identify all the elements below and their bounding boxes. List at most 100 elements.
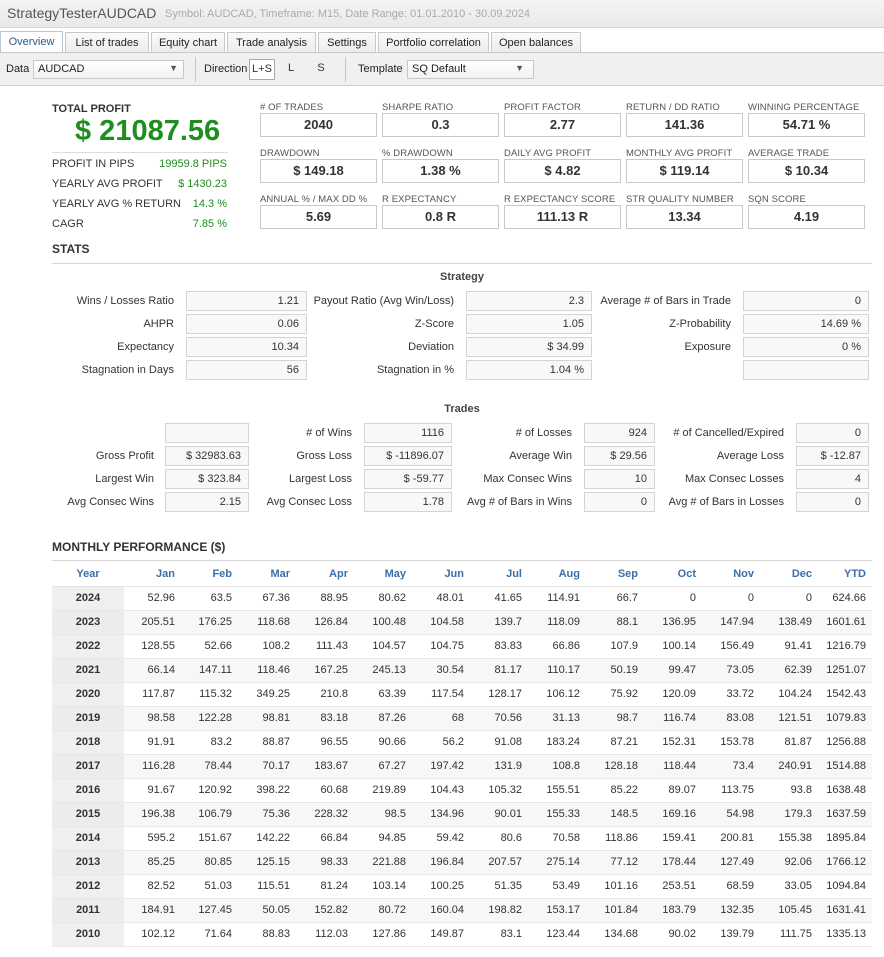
metric-value: 0.8 R (382, 205, 499, 229)
table-cell: 134.68 (586, 922, 644, 947)
data-select[interactable]: AUDCAD ▼ (33, 60, 184, 79)
table-cell: 1895.84 (818, 826, 872, 851)
trade-stat-label: # of Cancelled/Expired (673, 427, 784, 439)
table-header-row: Year Jan Feb Mar Apr May Jun Jul Aug Sep… (52, 562, 872, 587)
trade-stat-value: $ 29.56 (584, 446, 655, 466)
trade-stat-value: 0 (584, 492, 655, 512)
trade-stat-label: Gross Loss (296, 450, 352, 462)
trade-stat-value: $ -11896.07 (364, 446, 452, 466)
table-cell: 155.33 (528, 802, 586, 827)
table-cell: 83.1 (470, 922, 528, 947)
column-header: Apr (296, 562, 354, 587)
table-cell: 88.87 (238, 730, 296, 755)
direction-label: Direction (204, 63, 248, 75)
table-cell: 68 (412, 706, 470, 731)
table-cell: 52.66 (181, 634, 238, 659)
trade-stat-label: # of Losses (515, 427, 572, 439)
direction-long-button[interactable]: L (287, 62, 295, 74)
direction-long-short-button[interactable]: L+S (249, 59, 275, 80)
stat-label: Stagnation in % (376, 364, 454, 376)
table-cell: 275.14 (528, 850, 586, 875)
toolbar-divider (195, 57, 196, 82)
tab-bar: Overview List of trades Equity chart Tra… (0, 31, 884, 54)
column-header: Nov (702, 562, 760, 587)
table-cell: 66.84 (296, 826, 354, 851)
table-cell: 1251.07 (818, 658, 872, 683)
metric-label: AVERAGE TRADE (748, 148, 830, 159)
table-cell: 83.08 (702, 706, 760, 731)
table-cell: 73.05 (702, 658, 760, 683)
tab-list-of-trades[interactable]: List of trades (65, 32, 149, 53)
column-header: YTD (818, 562, 872, 587)
table-cell: 59.42 (412, 826, 470, 851)
table-row: 2011 184.91 127.45 50.05 152.82 80.72 160.04 19… (52, 898, 872, 923)
table-cell: 245.13 (354, 658, 412, 683)
metric-label: ANNUAL % / MAX DD % (260, 194, 368, 205)
table-cell: 80.62 (354, 586, 412, 611)
table-cell: 176.25 (181, 610, 238, 635)
table-cell: 198.82 (470, 898, 528, 923)
metric-label: PROFIT FACTOR (504, 102, 581, 113)
table-cell: 115.51 (238, 874, 296, 899)
monthly-performance-title: MONTHLY PERFORMANCE ($) (52, 540, 226, 554)
tab-portfolio-correlation[interactable]: Portfolio correlation (378, 32, 489, 53)
table-row: 2022 128.55 52.66 108.2 111.43 104.57 104.75 83… (52, 634, 872, 659)
cagr-label: CAGR (52, 218, 84, 230)
tab-equity-chart[interactable]: Equity chart (151, 32, 225, 53)
table-cell: 160.04 (412, 898, 470, 923)
column-header: Oct (644, 562, 702, 587)
metric-label: STR QUALITY NUMBER (626, 194, 734, 205)
table-cell: 349.25 (238, 682, 296, 707)
table-cell: 88.95 (296, 586, 354, 611)
table-row: 2013 85.25 80.85 125.15 98.33 221.88 196.84 207… (52, 850, 872, 875)
year-cell: 2019 (52, 706, 124, 731)
table-cell: 99.47 (644, 658, 702, 683)
direction-short-button[interactable]: S (317, 62, 325, 74)
table-cell: 111.75 (760, 922, 818, 947)
template-select[interactable]: SQ Default ▼ (407, 60, 534, 79)
table-cell: 31.13 (528, 706, 586, 731)
table-cell: 155.38 (760, 826, 818, 851)
window-subtitle: Symbol: AUDCAD, Timeframe: M15, Date Ran… (165, 8, 531, 20)
trade-stat-label: Largest Loss (289, 473, 352, 485)
table-cell: 108.8 (528, 754, 586, 779)
table-cell: 118.46 (238, 658, 296, 683)
monthly-table-body: 2024 52.96 63.5 67.36 88.95 80.62 48.01 41.65 11… (52, 586, 872, 947)
table-cell: 51.03 (181, 874, 238, 899)
tab-open-balances[interactable]: Open balances (491, 32, 581, 53)
year-cell: 2024 (52, 586, 124, 611)
metric-value: 13.34 (626, 205, 743, 229)
tab-overview[interactable]: Overview (0, 31, 63, 54)
metric-value: $ 10.34 (748, 159, 865, 183)
tab-trade-analysis[interactable]: Trade analysis (227, 32, 316, 53)
table-cell: 81.24 (296, 874, 354, 899)
stat-value: 0 (743, 291, 869, 311)
stat-value: 56 (186, 360, 307, 380)
table-cell: 125.15 (238, 850, 296, 875)
table-cell: 197.42 (412, 754, 470, 779)
table-cell: 91.67 (124, 778, 181, 803)
table-cell: 63.39 (354, 682, 412, 707)
table-cell: 1216.79 (818, 634, 872, 659)
table-cell: 219.89 (354, 778, 412, 803)
table-cell: 60.68 (296, 778, 354, 803)
table-cell: 96.55 (296, 730, 354, 755)
divider (52, 263, 872, 264)
table-cell: 156.49 (702, 634, 760, 659)
table-cell: 80.72 (354, 898, 412, 923)
table-cell: 93.8 (760, 778, 818, 803)
stat-value: 1.04 % (466, 360, 592, 380)
table-cell: 120.92 (181, 778, 238, 803)
table-cell: 169.16 (644, 802, 702, 827)
trade-stat-label: Avg # of Bars in Wins (467, 496, 572, 508)
table-cell: 1094.84 (818, 874, 872, 899)
table-cell: 624.66 (818, 586, 872, 611)
table-cell: 67.36 (238, 586, 296, 611)
table-cell: 88.1 (586, 610, 644, 635)
table-cell: 81.17 (470, 658, 528, 683)
table-cell: 98.81 (238, 706, 296, 731)
table-cell: 70.17 (238, 754, 296, 779)
table-cell: 81.87 (760, 730, 818, 755)
tab-settings[interactable]: Settings (318, 32, 376, 53)
trade-stat-value: 1.78 (364, 492, 452, 512)
